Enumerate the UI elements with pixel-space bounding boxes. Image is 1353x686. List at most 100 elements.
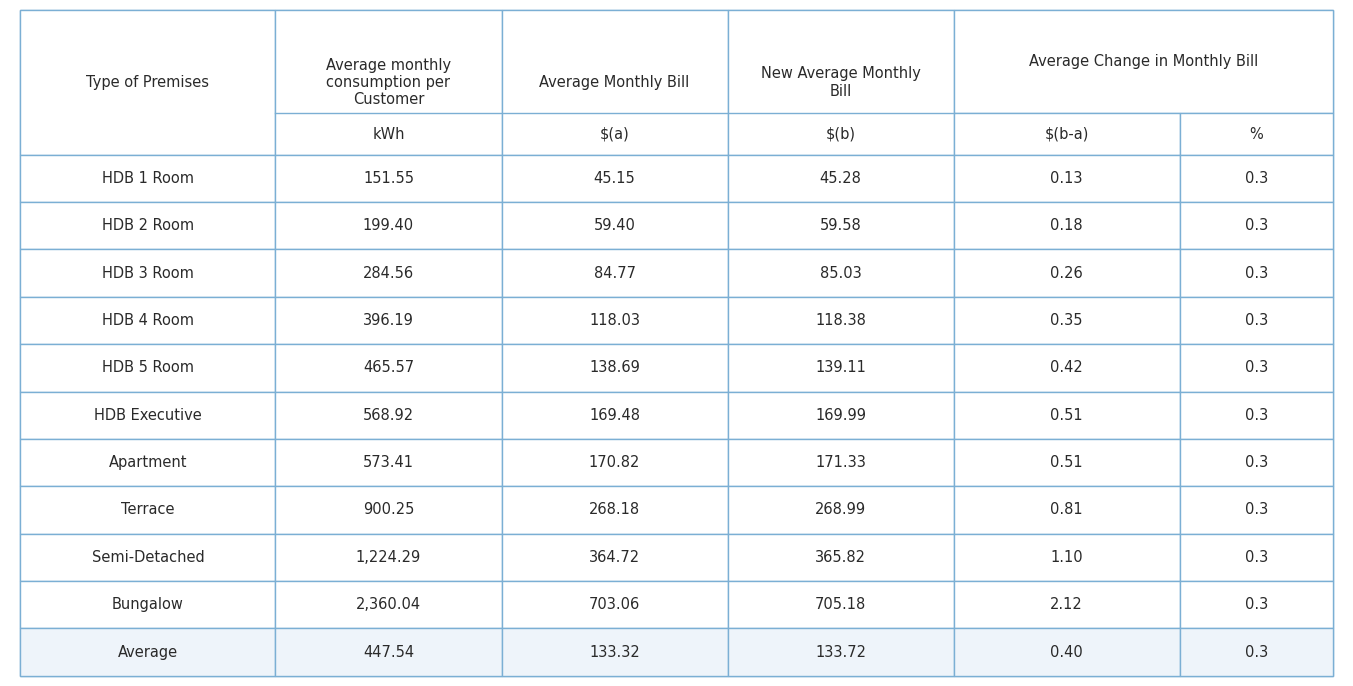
Text: 0.3: 0.3 <box>1245 171 1268 186</box>
Text: 118.38: 118.38 <box>815 313 866 328</box>
Bar <box>728 202 954 250</box>
Text: HDB 1 Room: HDB 1 Room <box>101 171 193 186</box>
Bar <box>276 534 502 581</box>
Text: 118.03: 118.03 <box>589 313 640 328</box>
Bar <box>1180 581 1333 628</box>
Text: 0.51: 0.51 <box>1050 407 1082 423</box>
Text: 84.77: 84.77 <box>594 265 636 281</box>
Bar <box>276 581 502 628</box>
Bar <box>1180 439 1333 486</box>
Bar <box>20 10 276 154</box>
Text: HDB 2 Room: HDB 2 Room <box>101 218 193 233</box>
Bar <box>1180 250 1333 297</box>
Text: Average monthly
consumption per
Customer: Average monthly consumption per Customer <box>326 58 451 108</box>
Text: 396.19: 396.19 <box>363 313 414 328</box>
Text: 169.99: 169.99 <box>815 407 866 423</box>
Text: 171.33: 171.33 <box>815 455 866 470</box>
Text: 447.54: 447.54 <box>363 645 414 659</box>
Bar <box>1180 486 1333 534</box>
Text: %: % <box>1249 126 1262 141</box>
Bar <box>276 154 502 202</box>
Text: 284.56: 284.56 <box>363 265 414 281</box>
Text: 45.28: 45.28 <box>820 171 862 186</box>
Text: 139.11: 139.11 <box>815 360 866 375</box>
Text: HDB 3 Room: HDB 3 Room <box>101 265 193 281</box>
Bar <box>502 439 728 486</box>
Text: 2.12: 2.12 <box>1050 597 1082 612</box>
Bar <box>20 392 276 439</box>
Bar <box>954 628 1180 676</box>
Text: 59.58: 59.58 <box>820 218 862 233</box>
Text: kWh: kWh <box>372 126 405 141</box>
Bar <box>954 154 1180 202</box>
Bar <box>1180 534 1333 581</box>
Bar <box>20 581 276 628</box>
Text: 0.13: 0.13 <box>1050 171 1082 186</box>
Text: 568.92: 568.92 <box>363 407 414 423</box>
Text: 170.82: 170.82 <box>589 455 640 470</box>
Bar <box>1180 154 1333 202</box>
Text: HDB 5 Room: HDB 5 Room <box>101 360 193 375</box>
Text: 573.41: 573.41 <box>363 455 414 470</box>
Bar <box>276 628 502 676</box>
Bar <box>954 439 1180 486</box>
Text: $(b-a): $(b-a) <box>1045 126 1089 141</box>
Text: 1.10: 1.10 <box>1050 549 1082 565</box>
Text: Semi-Detached: Semi-Detached <box>92 549 204 565</box>
Bar <box>276 202 502 250</box>
Text: 59.40: 59.40 <box>594 218 636 233</box>
Bar <box>954 202 1180 250</box>
Text: 268.99: 268.99 <box>815 502 866 517</box>
Bar <box>20 486 276 534</box>
Text: Type of Premises: Type of Premises <box>87 75 210 90</box>
Bar <box>20 628 276 676</box>
Text: 1,224.29: 1,224.29 <box>356 549 421 565</box>
Bar <box>20 297 276 344</box>
Text: 0.3: 0.3 <box>1245 455 1268 470</box>
Text: 0.3: 0.3 <box>1245 645 1268 659</box>
Text: HDB Executive: HDB Executive <box>93 407 202 423</box>
Bar <box>954 297 1180 344</box>
Text: 0.3: 0.3 <box>1245 502 1268 517</box>
Bar <box>502 202 728 250</box>
Bar <box>502 344 728 392</box>
Bar <box>502 486 728 534</box>
Text: Average Change in Monthly Bill: Average Change in Monthly Bill <box>1028 54 1258 69</box>
Bar <box>502 581 728 628</box>
Bar <box>276 10 502 154</box>
Text: 0.3: 0.3 <box>1245 218 1268 233</box>
Bar <box>1180 113 1333 154</box>
Text: 0.3: 0.3 <box>1245 360 1268 375</box>
Text: 0.42: 0.42 <box>1050 360 1082 375</box>
Bar <box>1180 202 1333 250</box>
Text: 133.72: 133.72 <box>815 645 866 659</box>
Text: 0.3: 0.3 <box>1245 597 1268 612</box>
Text: 199.40: 199.40 <box>363 218 414 233</box>
Bar <box>728 439 954 486</box>
Bar <box>1180 628 1333 676</box>
Bar <box>502 392 728 439</box>
Text: $(a): $(a) <box>599 126 629 141</box>
Text: 169.48: 169.48 <box>589 407 640 423</box>
Bar <box>276 250 502 297</box>
Text: 365.82: 365.82 <box>815 549 866 565</box>
Bar <box>502 297 728 344</box>
Bar <box>20 202 276 250</box>
Bar <box>502 10 728 154</box>
Text: 2,360.04: 2,360.04 <box>356 597 421 612</box>
Bar <box>954 344 1180 392</box>
Bar <box>954 250 1180 297</box>
Bar <box>276 344 502 392</box>
Bar <box>954 392 1180 439</box>
Text: 45.15: 45.15 <box>594 171 636 186</box>
Bar <box>276 439 502 486</box>
Bar <box>276 392 502 439</box>
Bar <box>728 154 954 202</box>
Bar <box>954 10 1333 113</box>
Text: 703.06: 703.06 <box>589 597 640 612</box>
Bar <box>728 297 954 344</box>
Text: 0.51: 0.51 <box>1050 455 1082 470</box>
Text: Average: Average <box>118 645 179 659</box>
Bar <box>20 534 276 581</box>
Text: Average Monthly Bill: Average Monthly Bill <box>540 75 690 90</box>
